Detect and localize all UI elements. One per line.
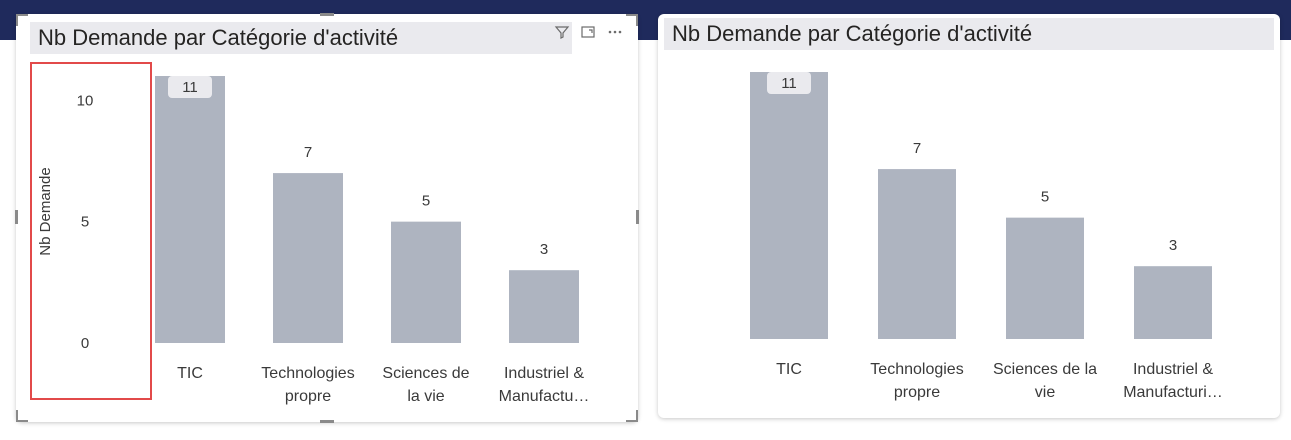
bar-1 [750,72,828,339]
bar-1 [155,76,225,343]
category-label-1-line-1: TIC [177,365,203,382]
more-options-icon[interactable] [606,24,624,43]
selection-corner-top-right[interactable] [626,14,638,26]
category-label-2-line-2: propre [285,388,331,405]
bar-4 [1134,266,1212,339]
selection-corner-bottom-right[interactable] [626,410,638,422]
bar-4 [509,270,579,343]
data-label-2: 7 [913,140,921,157]
right-bar-chart-visual[interactable]: Nb Demande par Catégorie d'activité 11 TI… [658,14,1280,418]
y-tick-label-10: 10 [77,92,94,109]
bar-3 [391,221,461,343]
category-label-2-line-1: Technologies [261,365,354,382]
resize-handle-bottom[interactable] [320,420,334,423]
bar-2 [878,169,956,339]
right-chart-title: Nb Demande par Catégorie d'activité [664,18,1274,50]
data-label-3: 5 [1041,189,1049,206]
category-label-2-line-1: Technologies [870,361,963,378]
left-visual-header-icons [554,24,624,43]
data-label-1: 11 [781,75,797,92]
category-label-3-line-2: la vie [407,388,444,405]
category-label-3-line-1: Sciences de la [993,361,1097,378]
resize-handle-left[interactable] [15,210,18,224]
category-label-2-line-2: propre [894,384,940,401]
data-label-4: 3 [540,241,548,258]
bar-3 [1006,217,1084,339]
focus-mode-icon[interactable] [580,24,596,43]
category-label-4-line-2: Manufactu… [499,388,590,405]
category-label-4-line-2: Manufacturi… [1123,384,1223,401]
data-label-bg-1 [767,72,811,94]
category-label-4-line-1: Industriel & [504,365,584,382]
filter-icon[interactable] [554,24,570,43]
data-label-bg-1 [168,76,212,98]
y-axis-title: Nb Demande [37,167,54,255]
resize-handle-top[interactable] [320,13,334,16]
selection-corner-top-left[interactable] [16,14,28,26]
category-label-3-line-2: vie [1035,384,1056,401]
y-tick-label-0: 0 [81,335,89,352]
data-label-4: 3 [1169,237,1177,254]
data-label-2: 7 [304,144,312,161]
y-tick-label-5: 5 [81,214,89,231]
category-label-3-line-1: Sciences de [382,365,469,382]
left-chart-title: Nb Demande par Catégorie d'activité [30,22,572,54]
left-chart-plot: 11 TIC 7 Technologies propre 5 Sciences de la v… [37,76,590,405]
bar-2 [273,173,343,343]
resize-handle-right[interactable] [636,210,639,224]
left-bar-chart-visual[interactable]: Nb Demande par Catégorie d'activité 11 TI… [15,13,639,423]
category-label-4-line-1: Industriel & [1133,361,1213,378]
category-label-1-line-1: TIC [776,361,802,378]
right-chart-plot: 11 TIC 7 Technologies propre 5 Sciences de la v… [750,72,1223,401]
data-label-3: 5 [422,193,430,210]
y-axis-highlight-box [30,62,152,400]
data-label-1: 11 [182,79,198,96]
selection-corner-bottom-left[interactable] [16,410,28,422]
